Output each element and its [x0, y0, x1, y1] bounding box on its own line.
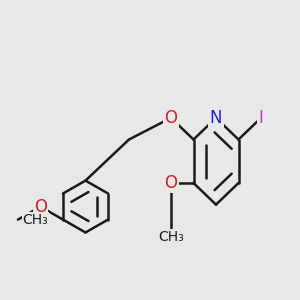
Text: O: O [34, 198, 47, 216]
Text: CH₃: CH₃ [158, 230, 184, 244]
Text: O: O [164, 109, 178, 127]
Text: I: I [259, 109, 263, 127]
Text: O: O [164, 174, 178, 192]
Text: CH₃: CH₃ [22, 213, 48, 226]
Text: N: N [210, 109, 222, 127]
